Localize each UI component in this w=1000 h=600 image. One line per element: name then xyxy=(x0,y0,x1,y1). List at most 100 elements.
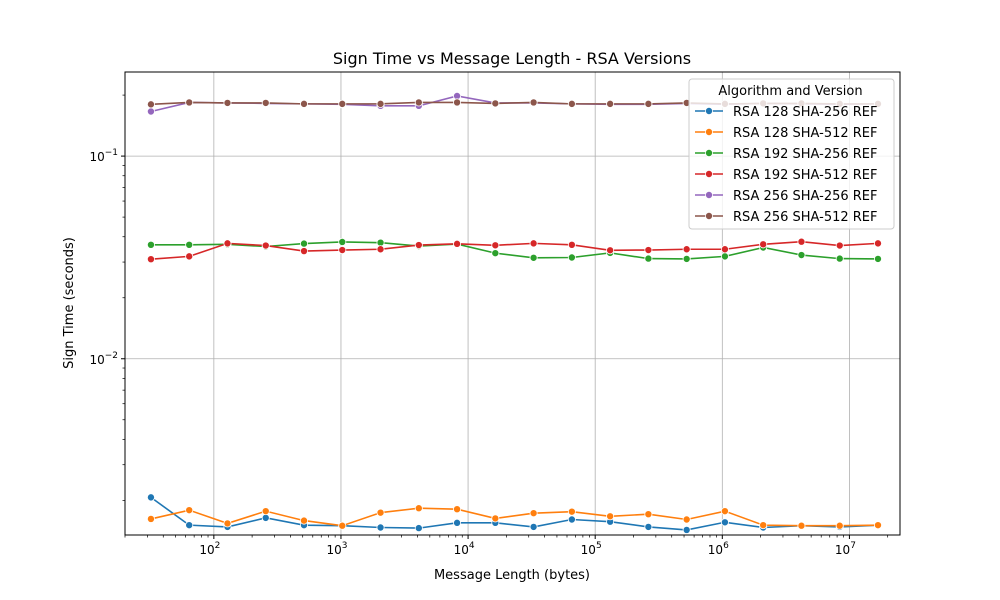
data-point xyxy=(261,241,270,250)
data-point xyxy=(567,240,576,249)
series-2 xyxy=(146,504,882,530)
data-point xyxy=(376,245,385,254)
data-point xyxy=(567,253,576,262)
legend-swatch-marker xyxy=(705,190,714,199)
x-tick-label: 103 xyxy=(326,541,347,557)
data-point xyxy=(835,254,844,263)
data-point xyxy=(376,99,385,108)
data-point xyxy=(529,239,538,248)
data-point xyxy=(491,99,500,108)
data-point xyxy=(529,522,538,531)
data-point xyxy=(185,98,194,107)
data-point xyxy=(835,241,844,250)
legend-swatch-marker xyxy=(705,211,714,220)
data-point xyxy=(797,521,806,530)
data-point xyxy=(644,522,653,531)
data-point xyxy=(185,240,194,249)
data-point xyxy=(567,99,576,108)
data-point xyxy=(606,246,615,255)
legend-label: RSA 192 SHA-512 REF xyxy=(733,168,878,183)
data-point xyxy=(720,245,729,254)
data-point xyxy=(682,525,691,534)
x-tick-label: 105 xyxy=(581,541,602,557)
data-point xyxy=(644,99,653,108)
data-point xyxy=(300,516,309,525)
legend-item: RSA 192 SHA-512 REF xyxy=(695,168,878,183)
data-point xyxy=(529,253,538,262)
data-point xyxy=(338,521,347,530)
data-point xyxy=(185,506,194,515)
data-point xyxy=(146,240,155,249)
data-point xyxy=(529,98,538,107)
legend-label: RSA 128 SHA-256 REF xyxy=(733,105,878,120)
y-tick-label: 10−2 xyxy=(89,351,118,367)
series-4 xyxy=(146,237,882,264)
series-layer xyxy=(146,91,882,534)
data-point xyxy=(453,505,462,514)
data-point xyxy=(338,237,347,246)
data-point xyxy=(146,493,155,502)
y-tick-label: 10−1 xyxy=(89,148,118,164)
data-point xyxy=(453,239,462,248)
legend-swatch-marker xyxy=(705,148,714,157)
data-point xyxy=(873,521,882,530)
data-point xyxy=(567,515,576,524)
data-point xyxy=(491,241,500,250)
legend-label: RSA 192 SHA-256 REF xyxy=(733,147,878,162)
legend-title: Algorithm and Version xyxy=(718,84,862,99)
data-point xyxy=(759,240,768,249)
data-point xyxy=(720,252,729,261)
data-point xyxy=(261,507,270,516)
data-point xyxy=(185,252,194,261)
data-point xyxy=(644,510,653,519)
legend: Algorithm and Version RSA 128 SHA-256 REF… xyxy=(688,78,895,230)
legend-label: RSA 256 SHA-512 REF xyxy=(733,210,878,225)
legend-item: RSA 192 SHA-256 REF xyxy=(695,147,878,162)
data-point xyxy=(682,245,691,254)
data-point xyxy=(835,521,844,530)
data-point xyxy=(146,107,155,116)
data-point xyxy=(376,238,385,247)
data-point xyxy=(491,514,500,523)
legend-label: RSA 128 SHA-512 REF xyxy=(733,126,878,141)
legend-swatch-marker xyxy=(705,169,714,178)
data-point xyxy=(797,251,806,260)
x-tick-label: 107 xyxy=(835,541,856,557)
legend-item: RSA 256 SHA-256 REF xyxy=(695,189,878,204)
legend-label: RSA 256 SHA-256 REF xyxy=(733,189,878,204)
data-point xyxy=(261,98,270,107)
data-point xyxy=(223,239,232,248)
chart-title: Sign Time vs Message Length - RSA Versio… xyxy=(333,49,691,68)
x-tick-label: 106 xyxy=(708,541,729,557)
data-point xyxy=(261,513,270,522)
data-point xyxy=(453,98,462,107)
data-point xyxy=(223,98,232,107)
data-point xyxy=(414,241,423,250)
data-point xyxy=(720,507,729,516)
data-point xyxy=(414,504,423,513)
series-line xyxy=(150,496,879,531)
data-point xyxy=(338,246,347,255)
x-tick-label: 104 xyxy=(454,541,475,557)
x-axis-label: Message Length (bytes) xyxy=(434,568,590,583)
y-axis-label: Sign Time (seconds) xyxy=(62,237,77,369)
data-point xyxy=(300,239,309,248)
data-point xyxy=(300,247,309,256)
data-point xyxy=(529,509,538,518)
legend-item: RSA 256 SHA-512 REF xyxy=(695,210,878,225)
data-point xyxy=(873,239,882,248)
ticks: 102 103 104 105 106 107 10−2 10−1 xyxy=(89,94,889,557)
legend-swatch-marker xyxy=(705,127,714,136)
data-point xyxy=(759,521,768,530)
data-point xyxy=(376,508,385,517)
data-point xyxy=(644,254,653,263)
data-point xyxy=(491,249,500,258)
data-point xyxy=(797,237,806,246)
series-line xyxy=(150,507,878,527)
data-point xyxy=(146,514,155,523)
legend-item: RSA 128 SHA-512 REF xyxy=(695,126,878,141)
data-point xyxy=(682,515,691,524)
data-point xyxy=(414,98,423,107)
data-point xyxy=(682,254,691,263)
